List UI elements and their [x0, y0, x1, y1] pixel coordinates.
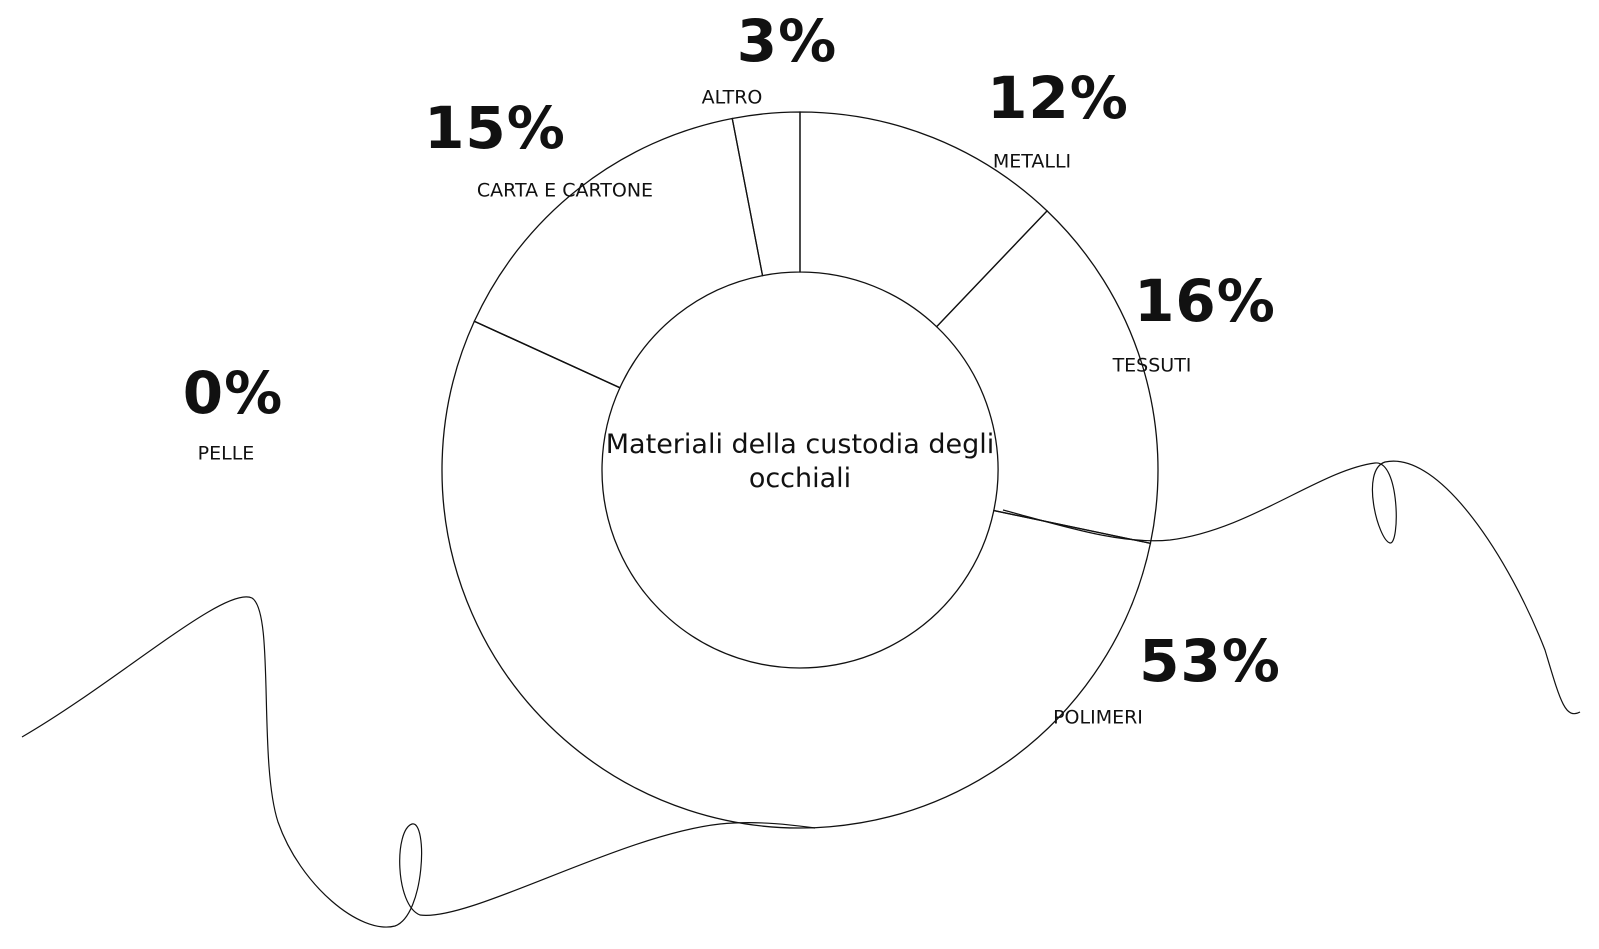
donut-segment — [441, 320, 1152, 829]
decor-squiggle — [1002, 460, 1581, 715]
category-label: POLIMERI — [1053, 707, 1143, 729]
category-label: ALTRO — [702, 87, 763, 109]
center-title: Materiali della custodia degli occhiali — [605, 429, 995, 494]
value-label: 15% — [424, 94, 566, 162]
value-label: 3% — [737, 7, 837, 75]
value-label: 53% — [1139, 627, 1281, 695]
category-label: PELLE — [198, 443, 255, 465]
category-label: CARTA E CARTONE — [477, 180, 653, 202]
category-label: TESSUTI — [1112, 355, 1192, 377]
donut-segment — [731, 111, 801, 277]
value-label: 0% — [183, 359, 283, 427]
donut-segment — [935, 209, 1159, 545]
value-label: 12% — [987, 64, 1129, 132]
donut-segment — [799, 111, 1048, 328]
value-label: 16% — [1134, 267, 1276, 335]
donut-segment — [473, 117, 764, 389]
decor-squiggle — [21, 596, 816, 928]
category-label: METALLI — [993, 151, 1071, 173]
